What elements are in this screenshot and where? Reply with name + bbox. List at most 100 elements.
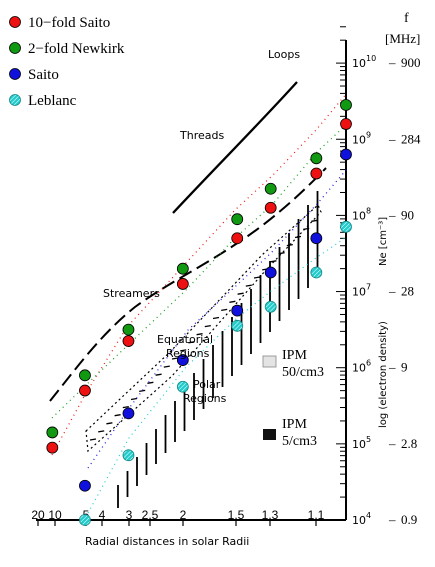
x-tick-label: 1.3 (262, 508, 279, 522)
point-saito (122, 407, 135, 420)
x-tick-label: 2 (180, 508, 187, 522)
equatorial-hatch-line (253, 276, 261, 279)
frequency-ticks: –900– 284– 90– 28– 9– 2.8– 0.9 (388, 55, 421, 527)
equatorial-hatch-line (114, 414, 121, 417)
legend-marker (9, 68, 21, 80)
annotation-loops: Loops (268, 48, 300, 61)
legend-label: Saito (28, 67, 59, 83)
ipm-50-label: IPM (282, 348, 307, 363)
point-2-fold-newkirk (79, 369, 91, 382)
x-ticks: 20105432.521.51.31.1 (31, 508, 325, 526)
annotation-polar-regions: Regions (183, 392, 227, 405)
equatorial-hatch-line (171, 357, 179, 360)
equatorial-hatch-line (188, 341, 195, 344)
y-tick-label: 109 (352, 130, 371, 146)
frequency-tick-dash: – (388, 512, 396, 527)
equatorial-hatch-line (229, 300, 236, 303)
equatorial-hatch-line (311, 219, 318, 222)
equatorial-hatch-line (163, 365, 170, 368)
blue-dotted-trend (87, 168, 348, 469)
point-2-fold-newkirk (122, 323, 135, 336)
point-2-fold-newkirk (340, 99, 352, 111)
data-points (46, 99, 352, 526)
polar-regions-band (89, 191, 319, 508)
annotation-equatorial-regions: Regions (166, 347, 210, 360)
frequency-tick-dash: – (388, 284, 396, 299)
structure-regions (49, 81, 348, 514)
point-10-fold-saito (176, 278, 189, 290)
y-unit-label: Ne [cm⁻³] (378, 217, 389, 266)
legend-marker (9, 42, 21, 54)
point-leblanc (340, 220, 352, 233)
frequency-header: f (404, 11, 409, 26)
cyan-dotted-trend (87, 237, 346, 514)
ipm-50-swatch (262, 355, 277, 368)
frequency-unit: [MHz] (385, 31, 420, 46)
axes: 20 105 4 3 2.5 2 1.5 1.3 1.1 104 105 106 107 108 109 1… (31, 26, 421, 527)
point-leblanc (122, 449, 135, 462)
y-tick-label: 105 (352, 435, 371, 451)
point-saito (340, 148, 352, 161)
equatorial-hatch-line (147, 381, 154, 384)
frequency-tick-label: 284 (401, 131, 421, 146)
point-saito (79, 479, 91, 492)
x-tick-label: 3 (126, 508, 133, 522)
equatorial-hatch-line (155, 373, 162, 376)
point-2-fold-newkirk (264, 182, 277, 195)
equatorial-hatch-line (278, 252, 285, 255)
equatorial-hatch-line (139, 389, 146, 393)
equatorial-hatch-line (245, 284, 252, 287)
point-10-fold-saito (79, 384, 91, 397)
equatorial-hatch-line (106, 422, 113, 425)
frequency-tick-label: 900 (401, 55, 421, 70)
ipm-5-swatch (263, 429, 276, 440)
equatorial-hatch-line (237, 292, 244, 295)
point-2-fold-newkirk (310, 152, 323, 165)
y-ticks: 104 105 106 107 108 109 1010 (336, 26, 376, 527)
point-10-fold-saito (122, 335, 135, 347)
streamers-dashed-curve (49, 167, 327, 402)
x-tick-label: 1.5 (228, 508, 245, 522)
equatorial-hatch-line (89, 438, 97, 441)
equatorial-hatch-line (221, 308, 228, 312)
y-tick-label: 108 (352, 206, 371, 222)
x-tick-label: 1.1 (308, 508, 325, 522)
point-leblanc (264, 300, 277, 313)
equatorial-hatch-line (270, 260, 277, 263)
point-saito (310, 232, 323, 245)
equatorial-hatch-line (303, 227, 310, 231)
y-axis-label: log (electron density) (378, 321, 389, 428)
point-10-fold-saito (46, 441, 59, 454)
annotation-equatorial: Equatorial (157, 333, 213, 346)
equatorial-hatch-line (180, 349, 187, 352)
frequency-tick-dash: – (388, 55, 396, 70)
equatorial-hatch-line (196, 333, 203, 336)
legend-label: 2−fold Newkirk (28, 41, 125, 57)
annotation-polar: Polar (193, 378, 221, 391)
ipm-5-value: 5/cm3 (282, 434, 317, 449)
point-10-fold-saito (340, 118, 352, 130)
equatorial-hatch-line (204, 324, 211, 328)
x-axis-label: Radial distances in solar Radii (85, 535, 249, 548)
equatorial-hatch-line (294, 235, 302, 239)
frequency-tick-dash: – (388, 436, 396, 451)
equatorial-hatch-line (122, 405, 129, 409)
point-10-fold-saito (264, 201, 277, 214)
point-2-fold-newkirk (176, 262, 189, 275)
point-saito (176, 354, 189, 366)
legend: 10−fold Saito 2−fold Newkirk Saito Leblanc (9, 15, 125, 109)
frequency-tick-label: 28 (401, 284, 414, 299)
annotations: Loops Threads Streamers Equatorial Regio… (103, 48, 300, 405)
equatorial-hatch-line (286, 243, 293, 247)
point-2-fold-newkirk (46, 426, 59, 439)
equatorial-regions-band (85, 203, 322, 453)
frequency-tick-label: 90 (401, 207, 414, 222)
x-tick-label: 10 (48, 508, 62, 522)
equatorial-hatch-line (212, 316, 220, 320)
legend-label: 10−fold Saito (28, 15, 110, 31)
annotation-streamers: Streamers (103, 287, 160, 300)
frequency-tick-dash: – (388, 131, 396, 146)
y-tick-label: 1010 (352, 54, 376, 70)
y-tick-label: 104 (352, 511, 371, 527)
